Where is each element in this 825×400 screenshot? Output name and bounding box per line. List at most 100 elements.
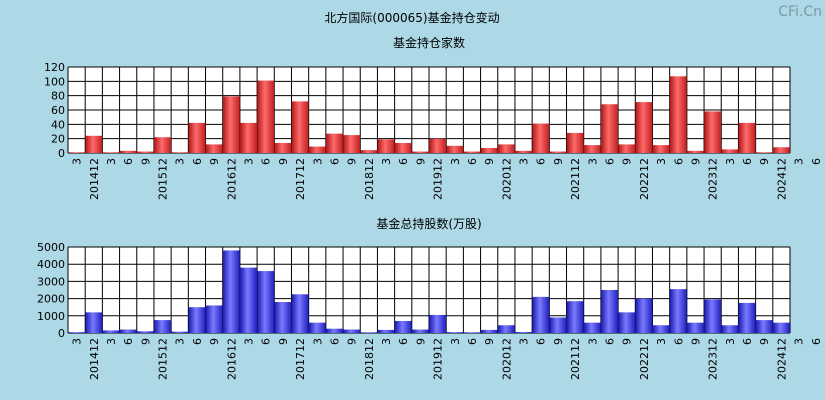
x-tick-label: 9 — [277, 338, 290, 345]
bar — [291, 101, 309, 153]
bar — [532, 296, 550, 333]
x-tick-label: 202212 — [638, 158, 651, 200]
bar — [497, 325, 515, 333]
bar — [687, 322, 704, 333]
x-tick-label: 6 — [672, 338, 685, 345]
bar — [446, 332, 464, 333]
x-tick-label: 3 — [518, 158, 531, 165]
bar — [85, 312, 103, 333]
bar — [669, 76, 687, 153]
x-tick-label: 6 — [535, 158, 548, 165]
x-tick-label: 3 — [586, 158, 599, 165]
bar — [377, 329, 395, 333]
bar — [308, 322, 326, 333]
bar — [171, 152, 189, 153]
x-tick-label: 6 — [604, 158, 617, 165]
y-tick-label: 20 — [51, 133, 65, 146]
bar — [154, 137, 171, 153]
x-tick-label: 9 — [346, 338, 359, 345]
bar — [240, 267, 257, 333]
y-tick-label: 3000 — [37, 275, 65, 288]
x-tick-label: 9 — [346, 158, 359, 165]
x-tick-label: 9 — [758, 158, 771, 165]
bar — [463, 151, 481, 153]
bar — [377, 139, 395, 153]
bar — [772, 322, 790, 333]
bar — [549, 151, 567, 153]
y-tick-label: 0 — [58, 327, 65, 340]
x-tick-label: 9 — [758, 338, 771, 345]
x-tick-label: 202312 — [707, 338, 720, 380]
x-tick-label: 3 — [71, 338, 84, 345]
x-tick-label: 9 — [208, 338, 221, 345]
bar — [635, 298, 653, 333]
x-tick-label: 9 — [208, 158, 221, 165]
y-tick-label: 80 — [51, 90, 65, 103]
x-tick-label: 9 — [483, 338, 496, 345]
bar — [532, 123, 550, 153]
x-tick-label: 9 — [139, 158, 152, 165]
bar — [102, 330, 120, 333]
bar — [171, 331, 189, 333]
x-tick-label: 201412 — [88, 158, 101, 200]
x-tick-label: 3 — [724, 158, 737, 165]
x-tick-label: 202312 — [707, 158, 720, 200]
bar — [411, 329, 429, 333]
x-tick-label: 201712 — [294, 338, 307, 380]
x-tick-label: 6 — [328, 158, 341, 165]
bar — [618, 144, 636, 153]
bar — [326, 328, 343, 333]
x-tick-label: 3 — [655, 158, 668, 165]
bar — [601, 290, 618, 333]
bar — [360, 332, 378, 333]
x-tick-label: 9 — [552, 338, 565, 345]
bar — [515, 331, 532, 333]
y-tick-label: 100 — [44, 75, 65, 88]
x-tick-label: 9 — [552, 158, 565, 165]
bar — [188, 307, 206, 333]
bar — [154, 320, 171, 333]
main-title: 北方国际(000065)基金持仓变动 — [324, 10, 499, 25]
bar — [394, 320, 412, 333]
bar — [205, 305, 223, 333]
x-tick-label: 3 — [655, 338, 668, 345]
watermark-logo: CFi.Cn — [778, 4, 822, 20]
bar — [429, 138, 447, 153]
y-tick-label: 120 — [44, 61, 65, 74]
x-tick-label: 6 — [397, 338, 410, 345]
bar — [360, 150, 378, 153]
y-tick-label: 1000 — [37, 310, 65, 323]
x-tick-label: 3 — [105, 158, 118, 165]
x-tick-label: 3 — [380, 338, 393, 345]
bar — [583, 145, 601, 153]
x-tick-label: 6 — [260, 338, 273, 345]
x-tick-label: 202412 — [775, 158, 788, 200]
bar — [721, 149, 739, 153]
bar — [721, 325, 739, 333]
bar — [222, 96, 240, 153]
x-tick-label: 202212 — [638, 338, 651, 380]
x-tick-label: 202112 — [569, 338, 582, 380]
x-tick-label: 3 — [174, 338, 187, 345]
x-tick-label: 9 — [277, 158, 290, 165]
bar — [704, 111, 722, 153]
x-tick-label: 3 — [311, 158, 324, 165]
x-tick-label: 6 — [535, 338, 548, 345]
x-tick-label: 6 — [672, 158, 685, 165]
x-tick-label: 201512 — [157, 338, 170, 380]
bar — [772, 147, 790, 153]
x-tick-label: 9 — [621, 338, 634, 345]
y-tick-label: 2000 — [37, 293, 65, 306]
bar — [136, 151, 154, 153]
x-tick-label: 9 — [483, 158, 496, 165]
bar — [635, 102, 653, 153]
x-tick-label: 3 — [518, 338, 531, 345]
x-tick-label: 9 — [689, 158, 702, 165]
total-shares-title: 基金总持股数(万股) — [376, 216, 481, 231]
x-tick-label: 201612 — [225, 338, 238, 380]
bar — [343, 135, 361, 153]
x-tick-label: 6 — [741, 158, 754, 165]
x-tick-label: 201512 — [157, 158, 170, 200]
x-tick-label: 9 — [139, 338, 152, 345]
